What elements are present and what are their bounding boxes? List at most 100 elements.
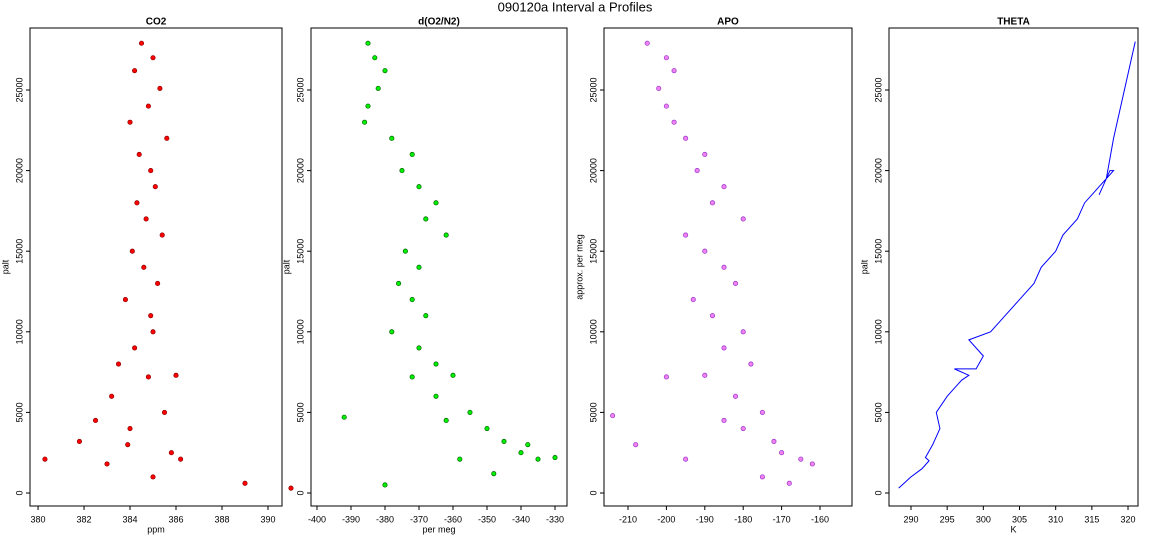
point — [779, 450, 785, 456]
point — [136, 151, 142, 158]
point — [127, 119, 133, 125]
point — [450, 372, 456, 378]
point — [525, 442, 531, 448]
x-tick-label: 315 — [1084, 514, 1099, 524]
point — [161, 409, 168, 415]
y-tick-label: 5000 — [588, 402, 598, 422]
point — [76, 438, 82, 444]
point — [148, 313, 154, 319]
point — [721, 184, 727, 190]
point — [362, 119, 368, 125]
y-tick-label: 15000 — [295, 239, 305, 264]
point — [141, 264, 147, 270]
point — [732, 393, 739, 399]
point — [109, 393, 115, 399]
point — [402, 248, 408, 254]
point — [138, 40, 145, 46]
point — [740, 329, 746, 335]
point — [798, 456, 804, 462]
point — [416, 345, 422, 351]
point — [690, 297, 696, 303]
point — [433, 393, 439, 399]
y-tick-label: 25000 — [873, 77, 883, 102]
point — [129, 248, 135, 254]
x-tick-label: 380 — [31, 514, 46, 524]
y-tick-label: 5000 — [295, 402, 305, 422]
x-tick-label: 300 — [976, 514, 991, 524]
point — [409, 151, 415, 158]
x-tick-label: -360 — [444, 514, 462, 524]
point — [157, 85, 163, 91]
point — [115, 361, 122, 367]
y-tick-label: 25000 — [588, 77, 598, 102]
point — [740, 425, 746, 432]
point — [748, 361, 754, 367]
point — [809, 461, 815, 467]
point — [740, 216, 746, 222]
point — [132, 345, 138, 351]
y-tick-label: 0 — [295, 490, 305, 495]
y-tick-label: 5000 — [14, 402, 24, 422]
x-tick-label: 384 — [123, 514, 138, 524]
point — [683, 232, 689, 238]
point — [644, 40, 650, 46]
point — [610, 413, 616, 419]
main-title: 090120a Interval a Profiles — [498, 0, 653, 14]
x-tick-label: 290 — [903, 514, 918, 524]
point — [152, 184, 158, 190]
y-tick-label: 5000 — [873, 402, 883, 422]
point — [389, 135, 395, 141]
panel-title: CO2 — [146, 17, 167, 28]
y-tick-label: 20000 — [14, 158, 24, 183]
x-axis-label: K — [1010, 524, 1016, 534]
point — [134, 200, 140, 206]
point — [683, 135, 689, 141]
plot-box — [310, 27, 568, 507]
point — [145, 103, 151, 109]
y-tick-label: 15000 — [588, 239, 598, 264]
x-tick-label: -400 — [308, 514, 326, 524]
point — [535, 456, 541, 462]
y-axis-label: palt — [859, 259, 869, 274]
x-axis-label: per meg — [422, 524, 455, 534]
x-tick-label: -350 — [478, 514, 496, 524]
point — [288, 485, 294, 491]
point — [382, 68, 388, 74]
point — [145, 374, 151, 380]
point — [663, 103, 669, 109]
y-tick-label: 10000 — [295, 319, 305, 344]
point — [759, 474, 765, 480]
x-tick-label: -160 — [811, 514, 829, 524]
point — [122, 297, 128, 303]
point — [491, 471, 497, 477]
y-axis-label: palt — [0, 259, 10, 274]
point — [663, 55, 669, 61]
point — [709, 313, 716, 319]
point — [671, 119, 677, 125]
plot-box — [29, 27, 283, 507]
point — [702, 151, 708, 158]
y-tick-label: 0 — [588, 490, 598, 495]
panel-title: d(O2/N2) — [418, 17, 460, 28]
point — [656, 85, 662, 91]
point — [150, 474, 156, 480]
point — [42, 456, 48, 462]
point — [409, 297, 415, 303]
x-tick-label: -390 — [342, 514, 360, 524]
point — [423, 313, 429, 319]
point — [155, 280, 161, 286]
point — [396, 280, 402, 286]
x-tick-label: -200 — [657, 514, 675, 524]
point — [375, 85, 381, 91]
point — [702, 372, 708, 378]
point — [173, 372, 179, 378]
point — [484, 425, 490, 432]
point — [518, 450, 524, 456]
y-tick-label: 10000 — [588, 319, 598, 344]
point — [148, 168, 154, 174]
point — [382, 482, 388, 488]
point — [552, 454, 558, 461]
y-tick-label: 0 — [873, 490, 883, 495]
y-tick-label: 0 — [14, 490, 24, 495]
